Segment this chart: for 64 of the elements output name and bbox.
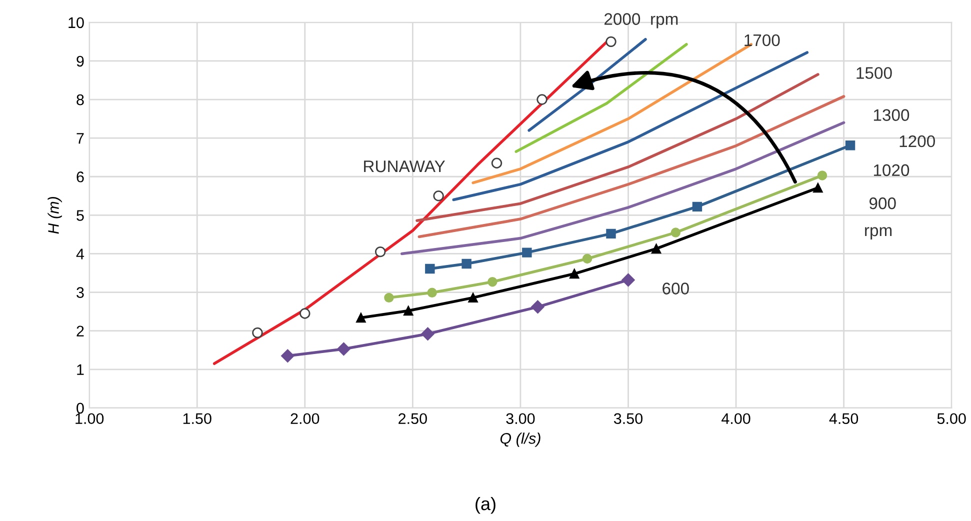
- point: [337, 342, 350, 356]
- annotation: 1020: [874, 164, 910, 176]
- y-tick-label: 5: [76, 210, 84, 221]
- point: [606, 36, 616, 48]
- point: [462, 258, 472, 269]
- point: [817, 170, 828, 180]
- x-tick-label: 3.50: [614, 413, 643, 424]
- annotation: rpm: [865, 227, 892, 240]
- text: (a): [476, 496, 496, 514]
- y-tick-label: 2: [76, 326, 84, 336]
- point: [281, 349, 294, 362]
- annotation: 1700: [744, 34, 780, 46]
- point: [252, 327, 263, 338]
- point: [404, 306, 414, 316]
- y-tick-label: 8: [76, 94, 84, 106]
- point: [582, 254, 592, 264]
- point: [651, 244, 662, 254]
- point: [488, 277, 498, 287]
- x-tick-label: 2.50: [398, 413, 427, 424]
- x-axis-title: Q (l/s): [500, 432, 540, 447]
- y-axis-title: H (m): [48, 196, 62, 234]
- point: [300, 308, 310, 319]
- point: [813, 182, 823, 193]
- y-tick-label: 9: [76, 56, 84, 67]
- annotation: RUNAWAY: [364, 160, 446, 172]
- point: [421, 327, 434, 341]
- line-series: [452, 51, 809, 202]
- point: [384, 292, 394, 303]
- y-tick-label: 3: [76, 287, 84, 298]
- point: [670, 228, 681, 238]
- point: [374, 246, 386, 258]
- point: [356, 312, 366, 323]
- point: [531, 300, 544, 314]
- point: [468, 292, 478, 303]
- x-tick-label: 1.00: [76, 413, 104, 424]
- x-tick-label: 1.50: [183, 413, 212, 424]
- x-tick-label: 4.50: [829, 413, 858, 424]
- point: [427, 288, 437, 298]
- y-tick-label: 4: [76, 248, 84, 260]
- point: [569, 268, 580, 279]
- y-tick-label: 10: [68, 17, 84, 28]
- annotation: 1300: [874, 109, 910, 121]
- annotation: 1500: [856, 67, 892, 79]
- x-tick-label: 4.00: [722, 413, 750, 424]
- point: [425, 264, 435, 274]
- annotation: 900: [869, 197, 896, 210]
- point: [536, 94, 548, 105]
- point: [845, 140, 856, 150]
- y-tick-label: 1: [77, 364, 84, 375]
- point: [491, 158, 502, 168]
- point: [522, 248, 532, 258]
- point: [606, 228, 616, 239]
- annotation: 2000 rpm: [604, 13, 678, 28]
- annotation: 600: [662, 282, 689, 294]
- point: [433, 190, 444, 202]
- point: [622, 273, 635, 287]
- y-tick-label: 0: [76, 402, 84, 414]
- x-tick-label: 2.00: [290, 413, 320, 424]
- annotation: 1200: [900, 135, 935, 148]
- x-tick-label: 5.00: [937, 413, 966, 424]
- point: [692, 202, 702, 212]
- x-tick-label: 3.00: [506, 413, 535, 424]
- y-tick-label: 7: [76, 133, 84, 144]
- y-tick-label: 6: [76, 171, 84, 182]
